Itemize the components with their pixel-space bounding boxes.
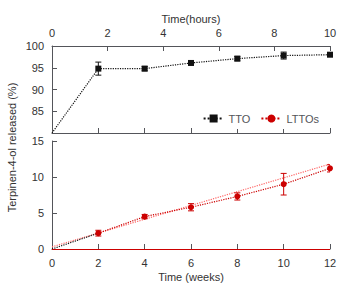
svg-text:8: 8 [234, 257, 240, 269]
svg-text:15: 15 [32, 135, 44, 147]
svg-text:10: 10 [32, 171, 44, 183]
svg-text:12: 12 [324, 257, 336, 269]
svg-text:6: 6 [188, 257, 194, 269]
svg-text:TTO: TTO [229, 113, 251, 125]
svg-text:5: 5 [38, 207, 44, 219]
svg-text:100: 100 [26, 40, 44, 52]
svg-text:95: 95 [32, 62, 44, 74]
svg-text:10: 10 [278, 257, 290, 269]
svg-text:0: 0 [38, 243, 44, 255]
svg-text:85: 85 [32, 105, 44, 117]
svg-text:2: 2 [95, 257, 101, 269]
svg-text:4: 4 [160, 27, 166, 39]
svg-text:6: 6 [216, 27, 222, 39]
svg-text:LTTOs: LTTOs [286, 113, 319, 125]
svg-text:Terpinen-4-ol released (%): Terpinen-4-ol released (%) [6, 83, 18, 213]
svg-text:4: 4 [142, 257, 148, 269]
svg-text:Time(hours): Time(hours) [162, 13, 221, 25]
svg-text:90: 90 [32, 84, 44, 96]
svg-text:2: 2 [105, 27, 111, 39]
svg-text:8: 8 [271, 27, 277, 39]
svg-text:0: 0 [49, 257, 55, 269]
svg-text:0: 0 [49, 27, 55, 39]
svg-text:10: 10 [324, 27, 336, 39]
svg-text:Time (weeks): Time (weeks) [158, 271, 224, 283]
